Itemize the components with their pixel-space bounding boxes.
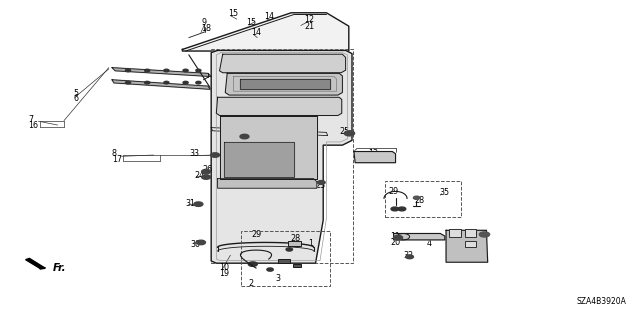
Text: 12: 12: [305, 15, 315, 24]
Circle shape: [267, 268, 273, 271]
Text: 33: 33: [189, 149, 200, 158]
Polygon shape: [216, 97, 342, 115]
Circle shape: [164, 69, 169, 72]
Polygon shape: [26, 258, 45, 269]
Circle shape: [286, 248, 292, 251]
Text: 14: 14: [252, 28, 262, 37]
Polygon shape: [182, 13, 349, 51]
Text: 10: 10: [219, 263, 229, 272]
Bar: [465, 229, 476, 237]
Text: 8: 8: [112, 149, 117, 158]
Bar: [385, 181, 461, 217]
Circle shape: [196, 81, 201, 84]
Circle shape: [413, 196, 420, 199]
Polygon shape: [224, 142, 294, 177]
Circle shape: [183, 69, 188, 72]
Circle shape: [394, 235, 403, 240]
Circle shape: [125, 81, 131, 84]
Polygon shape: [354, 152, 396, 163]
Circle shape: [202, 175, 211, 179]
Text: 24: 24: [195, 171, 205, 180]
Text: 15: 15: [246, 19, 257, 27]
Text: 30: 30: [191, 240, 201, 249]
Bar: [278, 259, 290, 263]
Text: 7: 7: [28, 115, 33, 124]
Circle shape: [164, 81, 169, 84]
Text: 21: 21: [305, 22, 315, 31]
Text: 29: 29: [388, 187, 399, 196]
Circle shape: [145, 69, 150, 72]
Circle shape: [202, 169, 211, 174]
Text: 27: 27: [448, 232, 458, 241]
Text: 28: 28: [415, 196, 425, 205]
Text: 19: 19: [219, 269, 229, 278]
Circle shape: [317, 181, 325, 184]
Circle shape: [344, 131, 355, 136]
Text: 11: 11: [390, 232, 401, 241]
Polygon shape: [240, 79, 330, 89]
Circle shape: [145, 81, 150, 84]
Bar: [288, 241, 301, 246]
Circle shape: [240, 134, 249, 139]
Text: 34: 34: [230, 128, 241, 137]
Text: 26: 26: [202, 165, 212, 174]
Polygon shape: [446, 230, 488, 262]
Polygon shape: [211, 50, 352, 263]
Text: 20: 20: [390, 238, 401, 247]
Text: 28: 28: [290, 234, 300, 243]
Polygon shape: [225, 73, 342, 95]
Polygon shape: [211, 128, 328, 136]
Text: 31: 31: [186, 199, 196, 208]
Circle shape: [391, 207, 399, 211]
Polygon shape: [220, 116, 317, 179]
Polygon shape: [220, 54, 346, 73]
Text: 18: 18: [202, 24, 212, 33]
Polygon shape: [394, 234, 445, 240]
Text: 9: 9: [202, 18, 207, 27]
Circle shape: [183, 81, 188, 84]
Bar: [293, 264, 301, 267]
Text: 14: 14: [264, 12, 275, 21]
Bar: [449, 232, 461, 234]
Circle shape: [194, 202, 203, 206]
Polygon shape: [218, 179, 317, 188]
Text: 2: 2: [248, 279, 253, 288]
Polygon shape: [112, 80, 210, 89]
Text: 17: 17: [112, 155, 122, 164]
Bar: [465, 241, 476, 247]
Circle shape: [406, 255, 413, 259]
Text: 25: 25: [339, 127, 349, 136]
Bar: [241, 231, 330, 286]
Circle shape: [479, 232, 490, 237]
Bar: [465, 232, 476, 234]
Text: 5: 5: [74, 89, 79, 98]
Circle shape: [211, 153, 220, 157]
Text: 4: 4: [426, 239, 431, 248]
Text: SZA4B3920A: SZA4B3920A: [576, 297, 626, 306]
Bar: [449, 229, 461, 237]
Circle shape: [398, 207, 406, 211]
Circle shape: [248, 262, 257, 266]
Text: Fr.: Fr.: [53, 263, 67, 273]
Text: 22: 22: [368, 156, 378, 165]
Text: 23: 23: [315, 181, 325, 189]
Text: 15: 15: [228, 9, 239, 18]
Text: 13: 13: [368, 149, 378, 158]
Text: 1: 1: [308, 239, 314, 248]
Text: 35: 35: [439, 188, 449, 197]
Text: 6: 6: [74, 94, 79, 103]
Circle shape: [196, 69, 201, 72]
Text: 16: 16: [28, 121, 38, 130]
Text: 3: 3: [275, 274, 280, 283]
Text: 32: 32: [403, 251, 413, 260]
Circle shape: [125, 69, 131, 72]
Circle shape: [196, 240, 205, 245]
Bar: [211, 49, 353, 263]
Polygon shape: [112, 68, 211, 77]
Text: 29: 29: [251, 230, 261, 239]
